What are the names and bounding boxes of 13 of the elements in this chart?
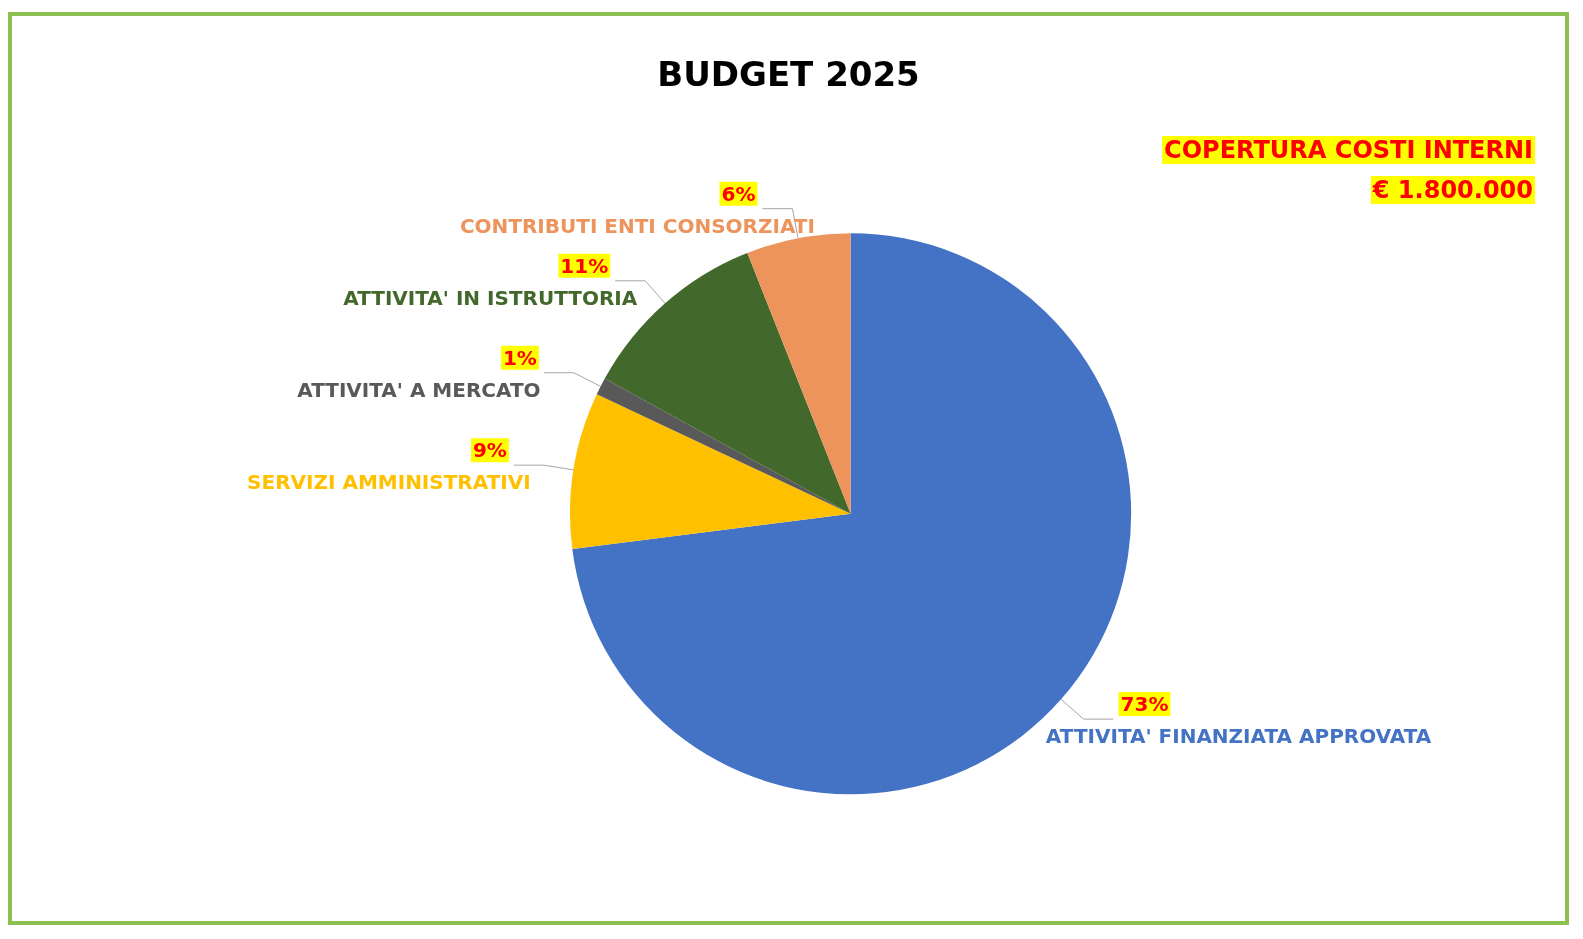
slice-label: CONTRIBUTI ENTI CONSORZIATI	[459, 213, 815, 238]
data-label: 73%	[1120, 692, 1169, 717]
slice-label: ATTIVITA' FINANZIATA APPROVATA	[1045, 724, 1432, 749]
data-label: 1%	[502, 345, 537, 370]
slice-label: ATTIVITA' A MERCATO	[297, 377, 541, 402]
text: COPERTURA COSTI INTERNI	[1164, 136, 1533, 164]
data-label: 6%	[721, 181, 756, 206]
text: € 1.800.000	[1371, 176, 1533, 204]
data-label: 11%	[560, 253, 609, 278]
slice-label: ATTIVITA' IN ISTRUTTORIA	[343, 285, 638, 310]
chart-title: BUDGET 2025	[657, 54, 920, 94]
slice-label: SERVIZI AMMINISTRATIVI	[247, 470, 531, 495]
data-label: 9%	[472, 438, 507, 463]
